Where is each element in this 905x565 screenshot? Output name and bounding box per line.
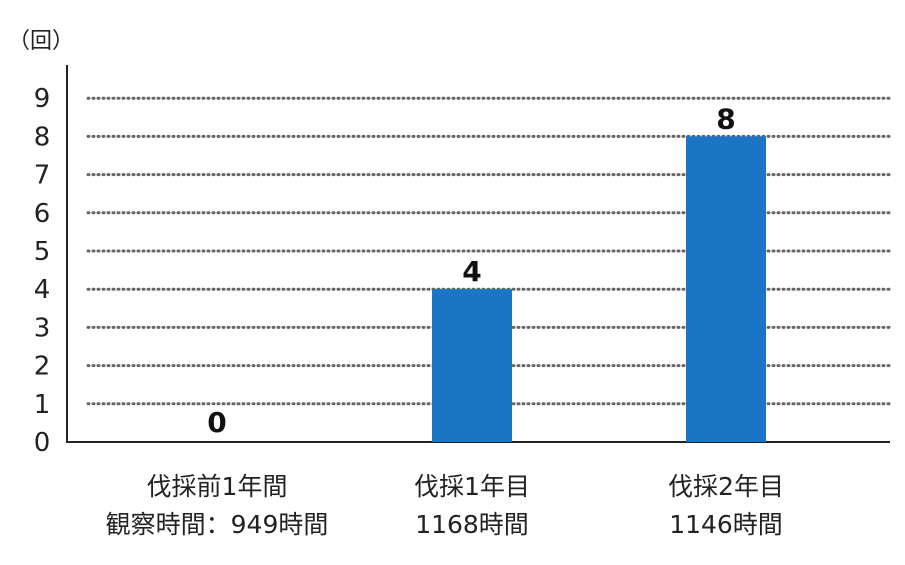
y-tick-label: 4 [34, 275, 51, 305]
x-category-sublabel: 1168時間 [415, 510, 529, 539]
y-tick-label: 8 [34, 122, 51, 152]
x-category-label: 伐採1年目 [414, 472, 530, 501]
y-tick-label: 6 [34, 199, 51, 229]
x-category-label: 伐採前1年間 [147, 472, 288, 501]
y-axis-ticks: 0 1 2 3 4 5 6 7 8 9 [34, 84, 51, 458]
y-tick-label: 7 [34, 161, 51, 191]
x-category-sublabel: 1146時間 [669, 510, 783, 539]
y-tick-label: 0 [34, 428, 51, 458]
bars [432, 136, 766, 442]
value-labels: 0 4 8 [207, 102, 735, 439]
bar [686, 136, 766, 442]
y-tick-label: 2 [34, 352, 51, 382]
data-label: 0 [207, 406, 226, 439]
x-category-label: 伐採2年目 [668, 472, 784, 501]
y-tick-label: 9 [34, 84, 51, 114]
y-tick-label: 3 [34, 313, 51, 343]
x-category-sublabel: 観察時間：949時間 [106, 510, 329, 539]
data-label: 8 [716, 102, 735, 135]
data-label: 4 [462, 255, 481, 288]
y-tick-label: 1 [34, 390, 51, 420]
y-tick-label: 5 [34, 237, 51, 267]
bar [432, 289, 512, 442]
y-axis-unit-label: （回） [8, 29, 74, 54]
